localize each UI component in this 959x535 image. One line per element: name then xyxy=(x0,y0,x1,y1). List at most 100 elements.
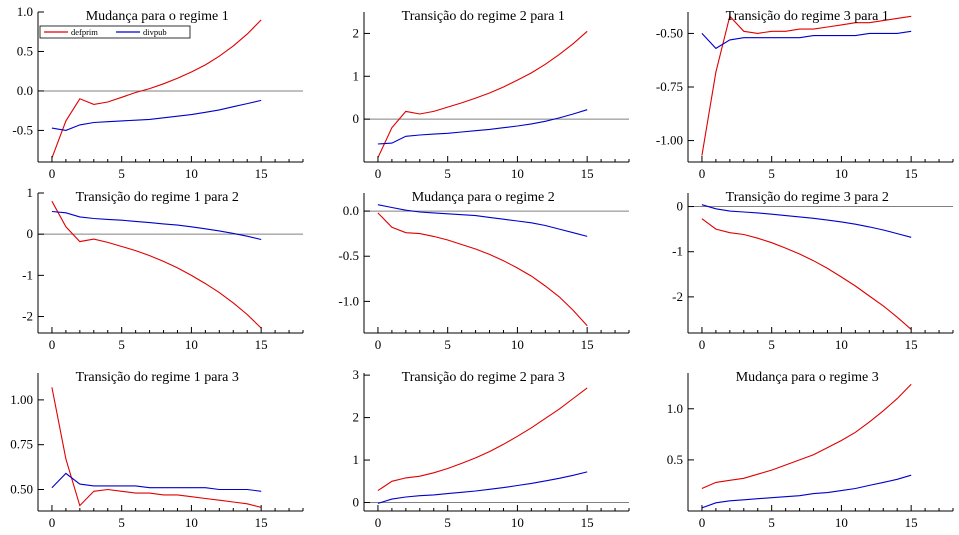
x-tick-label: 5 xyxy=(768,515,775,530)
y-tick-label: 1 xyxy=(353,68,360,83)
series-line-divpub xyxy=(377,204,588,237)
series-line-defprim xyxy=(701,383,912,490)
panel-title: Transição do regime 1 para 2 xyxy=(76,190,239,205)
series-line-defprim xyxy=(51,19,262,159)
panel-title: Transição do regime 1 para 3 xyxy=(76,370,239,385)
x-tick-label: 10 xyxy=(185,166,198,181)
y-tick-label: -0.5 xyxy=(338,248,359,263)
x-tick-label: 5 xyxy=(444,166,451,181)
x-tick-label: 0 xyxy=(49,515,56,530)
y-tick-label: -0.50 xyxy=(656,25,683,40)
series-line-defprim xyxy=(377,387,588,492)
x-tick-label: 15 xyxy=(255,515,268,530)
panel-9: 0 5 10 15 0.5 1.0 Mudança para o regime 3 xyxy=(667,370,954,530)
series-line-defprim xyxy=(51,200,262,329)
x-tick-label: 15 xyxy=(581,337,594,352)
y-tick-label: -1 xyxy=(22,267,33,282)
panel-4: 0 5 10 15 -2 -1 0 1 Transição do regime 1 para 2 xyxy=(22,185,304,352)
x-tick-label: 0 xyxy=(49,166,56,181)
y-tick-label: 1 xyxy=(353,452,360,467)
legend-label-defprim: defprim xyxy=(71,27,98,37)
panel-1: 0 5 10 15 -0.5 0.0 0.5 1.0 Mudança para o regime… xyxy=(12,4,304,181)
panel-3: 0 5 10 15 -1.00 -0.75 -0.50 Transição do regime… xyxy=(656,9,954,181)
x-tick-label: 10 xyxy=(185,337,198,352)
x-tick-label: 10 xyxy=(511,337,524,352)
x-tick-label: 15 xyxy=(581,515,594,530)
series-line-defprim xyxy=(701,218,912,330)
x-tick-label: 10 xyxy=(511,515,524,530)
y-tick-label: 1.0 xyxy=(17,4,33,19)
x-tick-label: 15 xyxy=(255,166,268,181)
y-tick-label: 2 xyxy=(353,410,360,425)
y-tick-label: -0.5 xyxy=(12,122,33,137)
series-line-defprim xyxy=(701,15,912,156)
panel-8: 0 5 10 15 0 1 2 3 Transição do regime 2 para 3 xyxy=(353,367,630,530)
panel-title: Transição do regime 2 para 1 xyxy=(402,9,565,24)
series-line-defprim xyxy=(377,212,588,327)
y-tick-label: -1.0 xyxy=(338,293,359,308)
x-tick-label: 0 xyxy=(49,337,56,352)
y-tick-label: 2 xyxy=(353,25,360,40)
x-tick-label: 10 xyxy=(835,166,848,181)
x-tick-label: 0 xyxy=(699,166,706,181)
x-tick-label: 0 xyxy=(375,337,382,352)
x-tick-label: 5 xyxy=(444,337,451,352)
x-tick-label: 15 xyxy=(905,515,918,530)
panel-2: 0 5 10 15 0 1 2 Transição do regime 2 para 1 xyxy=(353,9,630,181)
panel-title: Transição do regime 2 para 3 xyxy=(402,370,565,385)
x-tick-label: 5 xyxy=(118,515,125,530)
y-tick-label: 0 xyxy=(27,226,34,241)
x-tick-label: 0 xyxy=(699,337,706,352)
panel-title: Mudança para o regime 2 xyxy=(412,190,555,205)
y-tick-label: 0 xyxy=(353,495,360,510)
series-line-divpub xyxy=(51,210,262,241)
y-tick-label: 0 xyxy=(353,111,360,126)
x-tick-label: 15 xyxy=(905,337,918,352)
panel-title: Mudança para o regime 1 xyxy=(86,9,229,24)
series-line-defprim xyxy=(377,30,588,158)
x-tick-label: 15 xyxy=(905,166,918,181)
y-tick-label: 0.5 xyxy=(667,452,683,467)
series-line-divpub xyxy=(377,471,588,504)
x-tick-label: 15 xyxy=(255,337,268,352)
x-tick-label: 0 xyxy=(375,515,382,530)
y-tick-label: -2 xyxy=(672,289,683,304)
x-tick-label: 15 xyxy=(581,166,594,181)
series-line-divpub xyxy=(51,472,262,492)
x-tick-label: 10 xyxy=(185,515,198,530)
x-tick-label: 0 xyxy=(375,166,382,181)
series-line-divpub xyxy=(701,204,912,238)
series-line-divpub xyxy=(701,474,912,509)
legend-label-divpub: divpub xyxy=(143,27,167,37)
x-tick-label: 5 xyxy=(118,337,125,352)
panel-title: Transição do regime 3 para 1 xyxy=(726,9,889,24)
panel-6: 0 5 10 15 -2 -1 0 Transição do regime 3 para 2 xyxy=(672,190,954,352)
y-tick-label: 0.5 xyxy=(17,43,33,58)
legend: defprim divpub xyxy=(39,25,191,39)
y-tick-label: 1.00 xyxy=(10,392,33,407)
y-tick-label: 0.50 xyxy=(10,481,33,496)
y-tick-label: 0 xyxy=(677,199,684,214)
x-tick-label: 5 xyxy=(768,337,775,352)
series-line-defprim xyxy=(51,387,262,508)
series-line-divpub xyxy=(701,30,912,50)
y-tick-label: 0.0 xyxy=(17,83,33,98)
y-tick-label: 1.0 xyxy=(667,401,683,416)
y-tick-label: 1 xyxy=(27,185,34,200)
y-tick-label: -0.75 xyxy=(656,79,683,94)
legend-box xyxy=(39,25,191,39)
y-tick-label: 0.0 xyxy=(343,203,359,218)
y-tick-label: -1.00 xyxy=(656,133,683,148)
panel-5: 0 5 10 15 -1.0 -0.5 0.0 Mudança para o regime 2 xyxy=(338,190,630,352)
x-tick-label: 5 xyxy=(118,166,125,181)
x-tick-label: 10 xyxy=(835,515,848,530)
x-tick-label: 0 xyxy=(699,515,706,530)
y-tick-label: -1 xyxy=(672,244,683,259)
y-tick-label: -2 xyxy=(22,309,33,324)
x-tick-label: 10 xyxy=(511,166,524,181)
y-tick-label: 0.75 xyxy=(10,437,33,452)
series-line-divpub xyxy=(377,109,588,145)
panel-title: Mudança para o regime 3 xyxy=(736,370,879,385)
panel-title: Transição do regime 3 para 2 xyxy=(726,190,889,205)
y-tick-label: 3 xyxy=(353,367,360,382)
